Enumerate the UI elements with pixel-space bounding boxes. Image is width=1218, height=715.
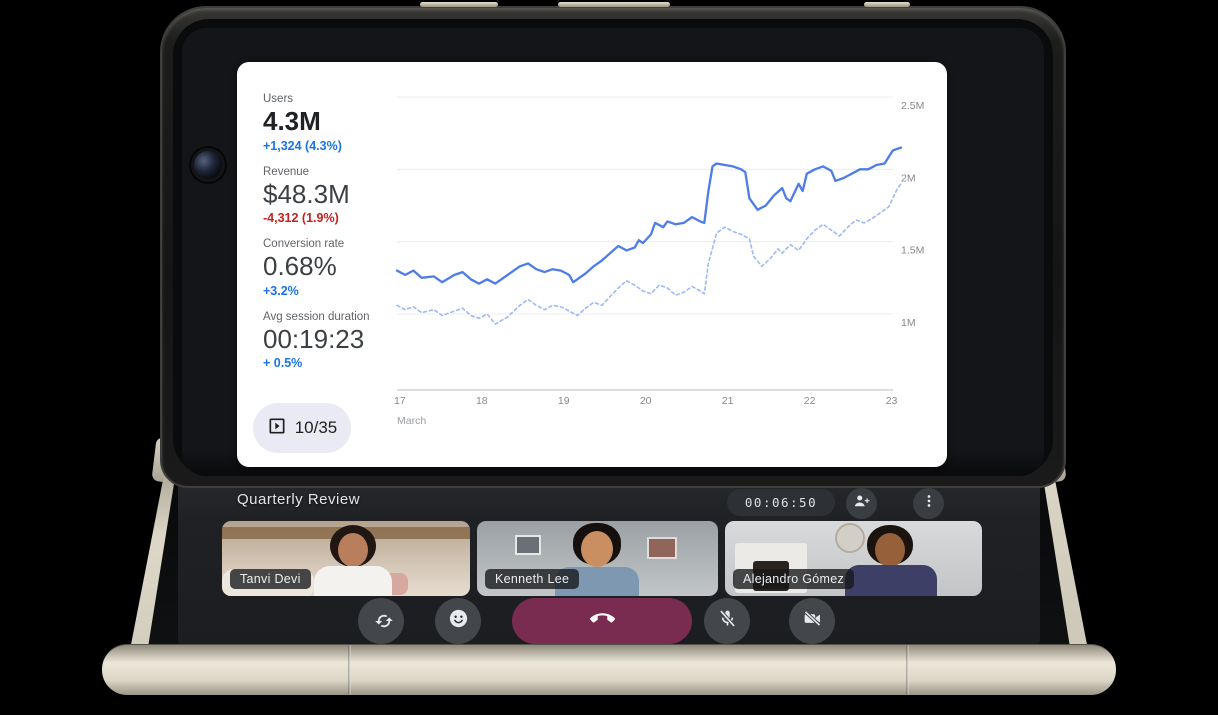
- svg-text:March: March: [397, 415, 426, 427]
- analytics-chart: 2.5M 2M 1.5M 1M 17 18 19 20 21 22 23 March: [394, 96, 924, 427]
- participant-tile[interactable]: Kenneth Lee: [477, 521, 718, 596]
- call-screen: Quarterly Review 00:06:50 Tanvi Devi: [178, 478, 1040, 646]
- participant-name-badge: Alejandro Gómez: [733, 569, 855, 589]
- stat-block: Conversion rate 0.68% +3.2%: [263, 238, 413, 298]
- stat-value: 00:19:23: [263, 323, 365, 354]
- slideshow-icon: [267, 416, 287, 441]
- participant-tile[interactable]: Tanvi Devi: [222, 521, 470, 596]
- stat-delta: +3.2%: [263, 283, 299, 298]
- participant-avatar: [314, 566, 392, 596]
- stat-label: Users: [263, 93, 294, 105]
- stat-value: $48.3M: [263, 178, 350, 209]
- stat-label: Avg session duration: [263, 310, 370, 323]
- participant-name-badge: Tanvi Devi: [230, 569, 311, 589]
- svg-text:18: 18: [476, 395, 488, 407]
- more-vert-icon: [920, 492, 938, 515]
- stat-delta: +1,324 (4.3%): [263, 138, 342, 153]
- svg-text:1M: 1M: [901, 317, 916, 329]
- slide-counter: 10/35: [294, 418, 338, 437]
- svg-text:22: 22: [804, 395, 816, 407]
- svg-text:2M: 2M: [901, 172, 916, 184]
- stat-block: Revenue $48.3M -4,312 (1.9%): [263, 166, 413, 226]
- stat-label: Revenue: [263, 165, 310, 178]
- camera-off-icon: [802, 608, 823, 634]
- background-mirror: [835, 523, 865, 553]
- stat-delta: -4,312 (1.9%): [263, 211, 339, 226]
- flip-camera-button[interactable]: [358, 598, 404, 644]
- background-frame: [647, 537, 677, 559]
- participant-avatar: [338, 533, 368, 567]
- svg-text:23: 23: [886, 395, 898, 407]
- person-add-icon: [853, 492, 871, 515]
- camera-lens-icon: [191, 148, 225, 182]
- kpi-stats: Users 4.3M +1,324 (4.3%) Revenue $48.3M …: [263, 93, 413, 383]
- hinge-spine: [102, 644, 1116, 695]
- stat-value: 4.3M: [263, 106, 321, 136]
- slide-counter-pill[interactable]: 10/35: [253, 403, 351, 453]
- stat-label: Conversion rate: [263, 238, 345, 251]
- stat-value: 0.68%: [263, 251, 337, 282]
- participant-avatar: [581, 531, 613, 567]
- camera-off-button[interactable]: [789, 598, 835, 644]
- svg-text:17: 17: [394, 395, 406, 407]
- emoji-icon: [447, 607, 470, 635]
- flip-camera-icon: [368, 611, 394, 632]
- svg-text:19: 19: [558, 395, 570, 407]
- call-timer: 00:06:50: [727, 489, 835, 516]
- top-edge-button: [420, 2, 498, 7]
- more-options-button[interactable]: [913, 488, 944, 519]
- top-edge-button: [864, 2, 910, 7]
- svg-text:20: 20: [640, 395, 652, 407]
- end-call-icon: [589, 606, 615, 636]
- svg-text:1.5M: 1.5M: [901, 245, 924, 257]
- svg-text:2.5M: 2.5M: [901, 100, 924, 112]
- presentation-card: Users 4.3M +1,324 (4.3%) Revenue $48.3M …: [237, 62, 947, 467]
- participant-avatar: [875, 533, 905, 567]
- svg-text:21: 21: [722, 395, 734, 407]
- participant-tile[interactable]: Alejandro Gómez: [725, 521, 982, 596]
- spine-seam: [348, 645, 351, 695]
- top-edge-button: [558, 2, 670, 7]
- background-frame: [515, 535, 541, 555]
- stat-block: Users 4.3M +1,324 (4.3%): [263, 93, 413, 153]
- emoji-reactions-button[interactable]: [435, 598, 481, 644]
- add-person-button[interactable]: [846, 488, 877, 519]
- spine-seam: [906, 645, 909, 695]
- mute-mic-button[interactable]: [704, 598, 750, 644]
- participant-avatar: [845, 565, 937, 596]
- participant-strip: Tanvi Devi Kenneth Lee Alejandro Gómez: [222, 521, 982, 596]
- participant-name-badge: Kenneth Lee: [485, 569, 580, 589]
- end-call-button[interactable]: [512, 598, 692, 644]
- call-title: Quarterly Review: [237, 491, 361, 508]
- stat-block: Avg session duration 00:19:23 + 0.5%: [263, 311, 413, 371]
- mic-off-icon: [717, 608, 738, 634]
- stat-delta: + 0.5%: [263, 356, 303, 371]
